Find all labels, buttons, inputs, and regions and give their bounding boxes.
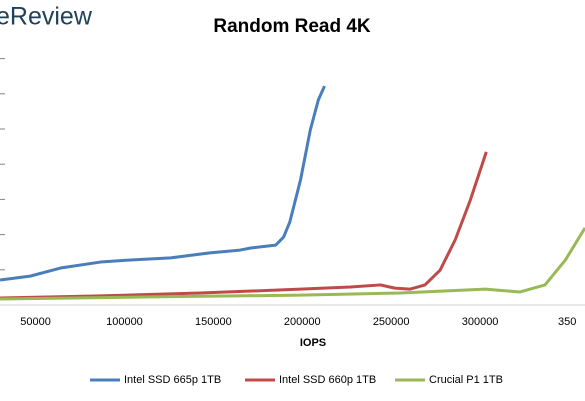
legend-label: Intel SSD 660p 1TB [279,374,376,386]
x-tick-label: 100000 [106,316,143,328]
chart-title: Random Read 4K [213,16,371,37]
x-axis-title: IOPS [300,337,326,349]
x-tick-label: 200000 [284,316,321,328]
series-line [0,151,488,300]
logo: eReview [0,3,93,31]
x-tick-label: 300000 [462,316,499,328]
series-line [0,85,326,282]
x-tick-label: 50000 [20,316,51,328]
x-tick-label: 350 [558,316,576,328]
series-line [0,227,585,301]
x-tick-label: 250000 [373,316,410,328]
legend-label: Crucial P1 1TB [429,374,503,386]
x-tick-label: 150000 [195,316,232,328]
legend-label: Intel SSD 665p 1TB [124,374,221,386]
